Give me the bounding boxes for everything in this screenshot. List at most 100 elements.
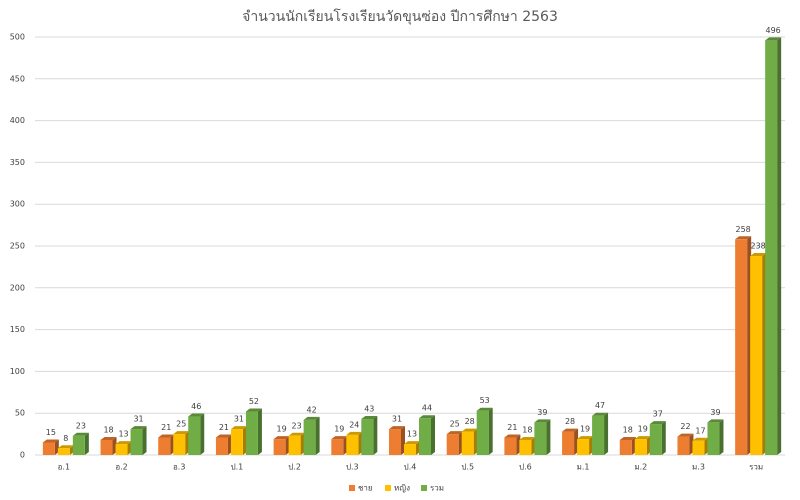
data-label: 21 (507, 423, 517, 432)
bar (158, 434, 175, 455)
bar (592, 412, 609, 455)
bar (765, 37, 782, 456)
bar (115, 441, 132, 455)
bar-front (42, 442, 55, 455)
bar-top (692, 437, 709, 441)
x-tick-label: อ.2 (115, 463, 127, 472)
bar (534, 419, 551, 455)
bar-front (461, 431, 474, 455)
legend-label: รวม (430, 484, 444, 493)
data-label: 19 (580, 425, 590, 434)
bar (230, 426, 247, 455)
data-label: 23 (76, 421, 86, 430)
bar-front (649, 424, 662, 455)
y-tick-label: 150 (10, 325, 25, 334)
bar-side (373, 416, 378, 455)
bar-front (577, 439, 590, 455)
data-label: 17 (695, 426, 705, 435)
x-tick-label: ม.2 (634, 463, 647, 472)
bar-front (273, 439, 286, 455)
bar (57, 445, 74, 455)
bar-side (84, 432, 89, 455)
data-label: 13 (118, 430, 128, 439)
data-label: 28 (565, 417, 575, 426)
bar-front (677, 436, 690, 455)
bar-top (57, 445, 74, 449)
y-tick-label: 350 (10, 158, 25, 167)
data-label: 25 (176, 420, 186, 429)
bar-top (649, 421, 666, 425)
data-label: 18 (103, 425, 113, 434)
legend-swatch (385, 485, 391, 491)
x-tick-label: ป.1 (231, 463, 244, 472)
bar-front (476, 410, 489, 455)
bar (130, 426, 147, 455)
bar-top (389, 426, 405, 430)
data-label: 46 (191, 402, 201, 411)
bar-front (619, 439, 632, 455)
bar-top (504, 434, 521, 438)
bar (100, 436, 117, 455)
bar-front (534, 422, 547, 455)
bar-top (707, 419, 724, 423)
bar-side (431, 415, 435, 455)
bar-top (215, 434, 232, 438)
bar-top (592, 412, 609, 416)
bar-front (173, 434, 186, 455)
data-label: 43 (364, 405, 374, 414)
bar-top (42, 439, 59, 443)
x-tick-label: ป.5 (461, 463, 474, 472)
bar-top (303, 416, 320, 420)
bar-front (188, 416, 201, 455)
data-label: 18 (522, 425, 532, 434)
bar (215, 434, 232, 455)
bar-side (142, 426, 147, 455)
bar-side (546, 419, 551, 455)
data-label: 496 (766, 26, 781, 35)
bar (331, 436, 348, 455)
data-label: 8 (63, 434, 68, 443)
bar-top (476, 407, 493, 411)
bar-front (331, 439, 344, 455)
bar-front (57, 448, 70, 455)
bar-side (257, 408, 262, 455)
bar-front (504, 437, 517, 455)
bar-front (446, 434, 459, 455)
legend-swatch (349, 485, 355, 491)
bar-side (661, 421, 666, 455)
data-label: 47 (595, 401, 605, 410)
data-label: 258 (736, 225, 751, 234)
bar-top (288, 432, 305, 436)
bar-top (230, 426, 247, 430)
bar (273, 436, 290, 455)
y-tick-label: 0 (20, 451, 25, 460)
bar-top (519, 436, 536, 440)
bar-front (245, 411, 258, 455)
data-label: 44 (422, 404, 432, 413)
bar (303, 416, 320, 455)
x-tick-label: ป.6 (519, 463, 532, 472)
bar-front (100, 439, 113, 455)
x-tick-label: ป.2 (288, 463, 301, 472)
y-tick-label: 250 (10, 242, 25, 251)
data-label: 52 (249, 397, 259, 406)
y-tick-label: 400 (10, 116, 25, 125)
bar (707, 419, 724, 455)
data-label: 21 (219, 423, 229, 432)
legend-label: ชาย (358, 484, 373, 493)
bar (750, 253, 767, 455)
bar-front (634, 439, 647, 455)
bar (346, 431, 363, 455)
bar-front (692, 440, 705, 455)
bar (446, 431, 463, 455)
bar-side (719, 419, 724, 455)
data-label: 53 (480, 396, 490, 405)
bar-top (361, 416, 378, 420)
bar (245, 408, 262, 455)
bar-front (288, 435, 301, 455)
bar-top (619, 436, 636, 440)
y-tick-label: 450 (10, 74, 25, 83)
data-label: 42 (307, 405, 317, 414)
x-tick-label: ม.1 (577, 463, 590, 472)
